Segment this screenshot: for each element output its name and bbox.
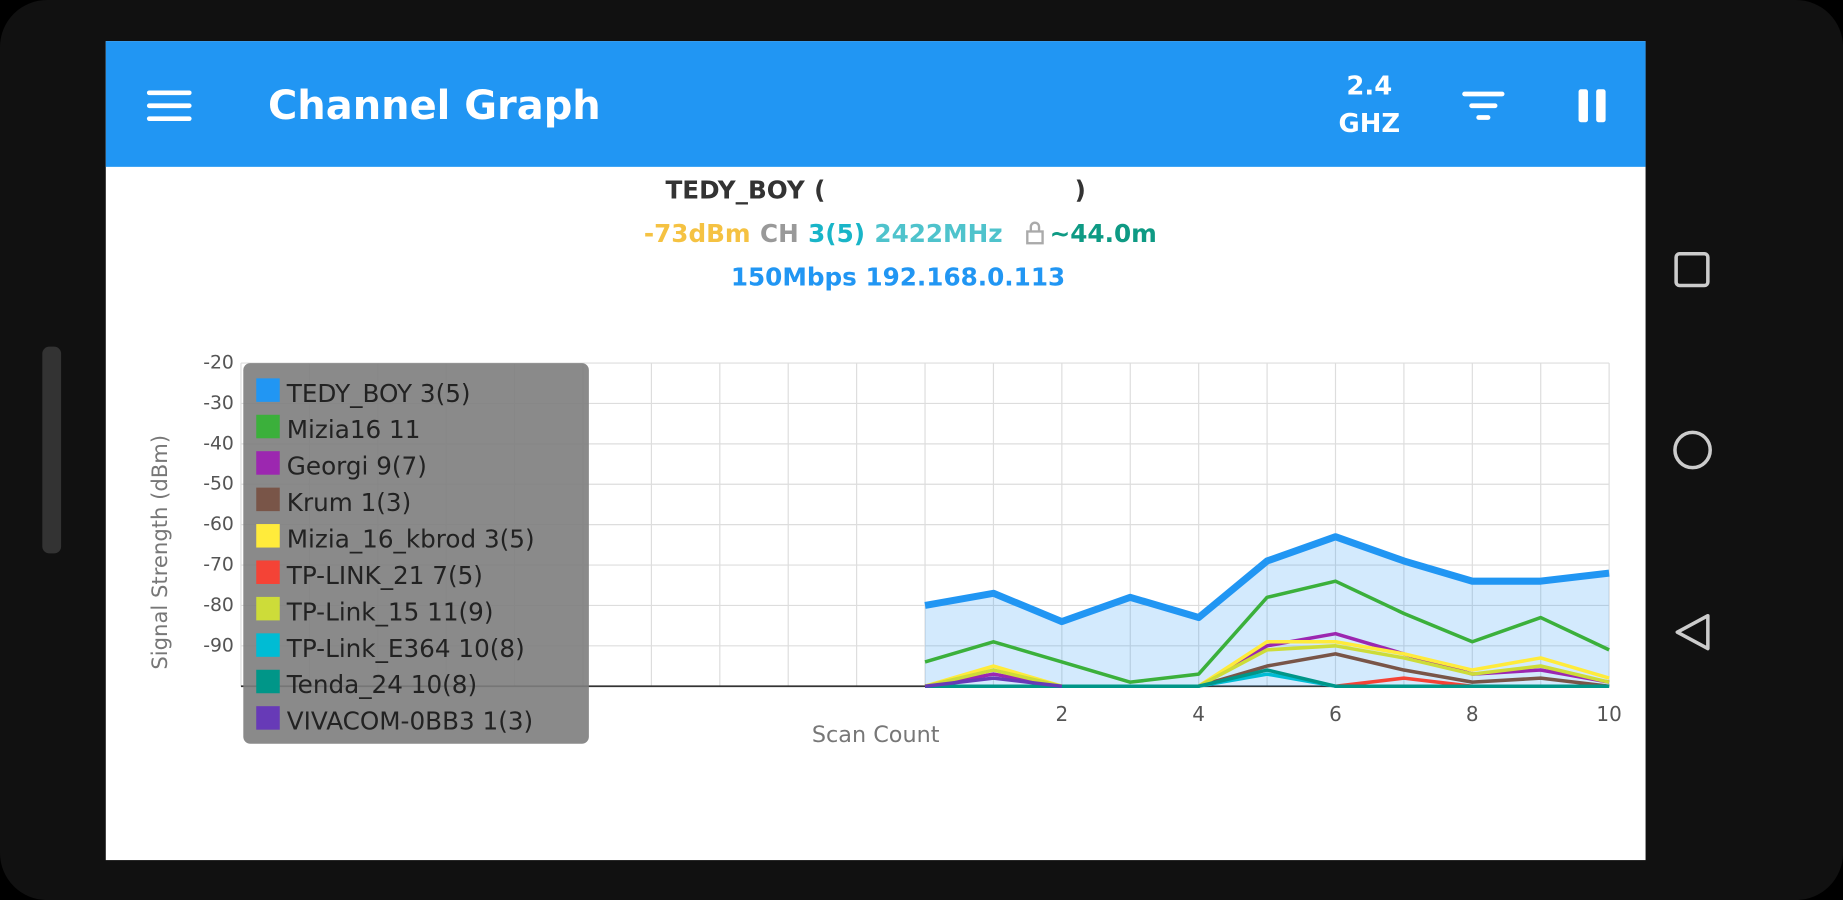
home-button[interactable]: [1673, 430, 1712, 470]
legend-swatch: [256, 414, 280, 439]
series-line: [924, 676, 1063, 688]
legend-label: Tenda_24 10(8): [286, 670, 477, 699]
legend-label: TP-Link_E364 10(8): [286, 634, 525, 663]
paren: (: [814, 176, 825, 205]
side-button: [42, 346, 62, 554]
ssid: TEDY_BOY: [665, 176, 805, 205]
legend-label: Georgi 9(7): [287, 452, 427, 481]
y-tick-label: -70: [203, 555, 234, 576]
x-tick-label: 8: [1466, 702, 1479, 726]
y-tick-label: -80: [203, 595, 234, 616]
series-line: [924, 644, 1610, 688]
x-tick-label: 10: [1596, 702, 1621, 726]
app-bar: [105, 41, 1646, 167]
legend-swatch: [256, 706, 280, 730]
app-title: Channel Graph: [268, 83, 601, 129]
legend-label: Mizia_16_kbrod 3(5): [287, 525, 535, 554]
ssid-line: TEDY_BOY (): [665, 176, 1085, 205]
series-line: [924, 579, 1610, 684]
distance: ~44.0m: [1050, 219, 1157, 248]
x-tick-label: 2: [1055, 702, 1068, 726]
x-tick-label: 4: [1192, 702, 1205, 726]
plot: -20 -30 -40 -50 -60 -70 -80 -90 2 4 6 8 10 TEDY_BOY 3…: [203, 353, 1622, 744]
y-tick-label: -20: [203, 353, 234, 374]
signal-line: -73dBm CH 3(5) 2422MHz ~44.0m: [644, 219, 1157, 248]
band-button[interactable]: 2.4: [1346, 71, 1392, 101]
legend-label: TEDY_BOY 3(5): [286, 379, 471, 408]
legend-swatch: [256, 669, 280, 694]
channel: 3(5): [808, 219, 865, 248]
pause-button[interactable]: [1578, 89, 1606, 123]
frequency: 2422MHz: [874, 219, 1002, 248]
filter-button[interactable]: [1462, 91, 1505, 120]
paren: ): [1075, 176, 1086, 205]
y-axis-label: Signal Strength (dBm): [147, 435, 172, 670]
legend-swatch: [256, 451, 280, 475]
legend-box: [243, 363, 589, 744]
y-tick-label: -40: [203, 433, 234, 454]
legend-label: Krum 1(3): [287, 488, 411, 517]
legend-swatch: [256, 378, 280, 402]
legend-label: Mizia16 11: [287, 415, 421, 444]
legend-swatch: [256, 487, 280, 512]
legend: TEDY_BOY 3(5) Mizia16 11 Georgi 9(7) Krum 1…: [243, 363, 589, 744]
y-tick-label: -30: [203, 393, 234, 414]
menu-button[interactable]: [146, 90, 192, 122]
series-line: [1335, 676, 1473, 688]
y-tick-label: -50: [203, 474, 234, 495]
lock-icon: [1026, 221, 1044, 245]
legend-swatch: [256, 633, 280, 657]
legend-swatch: [256, 560, 280, 584]
legend-label: VIVACOM-0BB3 1(3): [287, 707, 533, 736]
x-axis-label: Scan Count: [812, 722, 940, 748]
series-line: [925, 668, 1610, 688]
series-line: [924, 533, 1610, 626]
signal: -73dBm: [644, 219, 751, 248]
channel-label: CH: [760, 219, 799, 248]
y-tick-label: -60: [203, 514, 234, 535]
y-tick-label: -90: [203, 635, 234, 656]
band-unit[interactable]: GHZ: [1339, 109, 1401, 139]
overview-button[interactable]: [1674, 252, 1710, 288]
legend-swatch: [256, 596, 280, 621]
legend-swatch: [256, 524, 280, 548]
x-tick-label: 6: [1329, 702, 1342, 726]
legend-label: TP-LINK_21 7(5): [286, 561, 483, 590]
details: 150Mbps 192.168.0.113: [731, 262, 1065, 291]
legend-label: TP-Link_15 11(9): [286, 597, 494, 626]
back-button[interactable]: [1675, 613, 1710, 651]
